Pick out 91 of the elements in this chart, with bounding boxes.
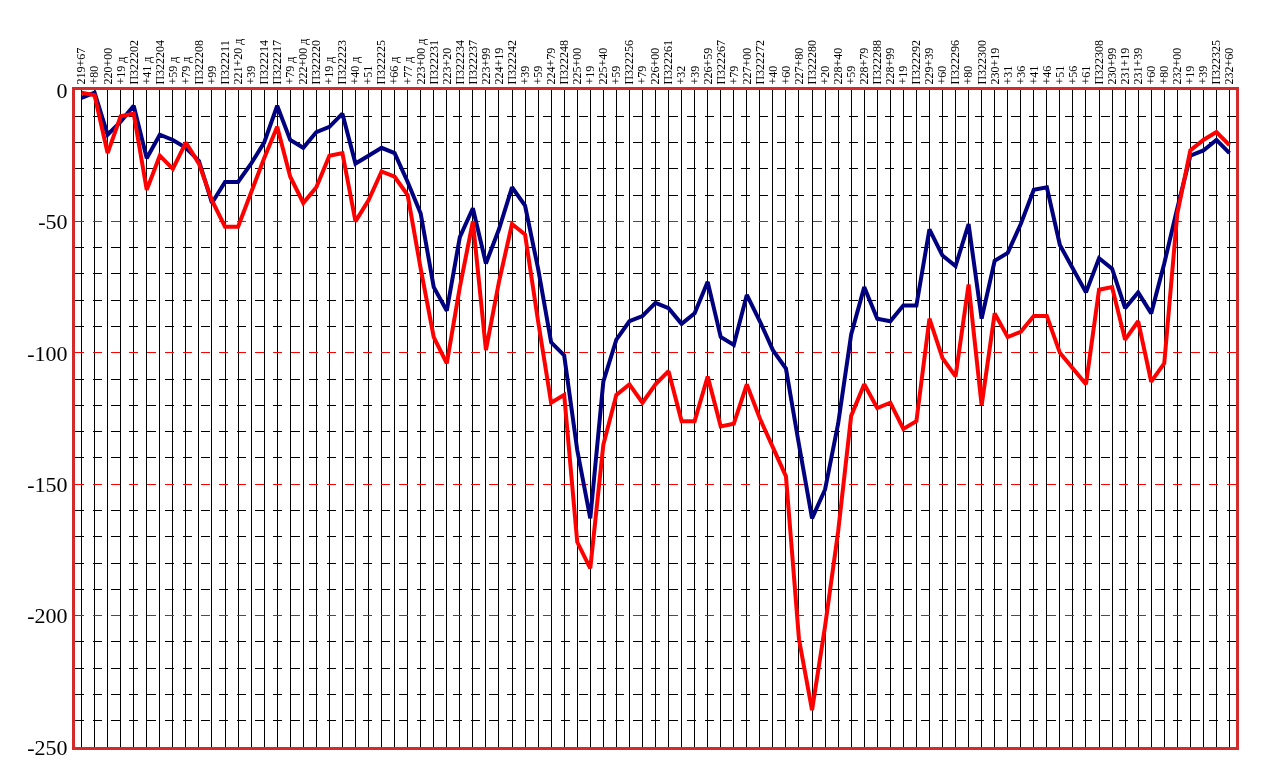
x-tick-label: П322234 [452,39,467,85]
x-tick-label: +80 [1157,65,1172,85]
x-tick-label: +80 [87,65,102,85]
x-tick-label: 219+67 [74,47,89,85]
x-tick-label: +39 [1196,65,1211,85]
x-tick-label: П322308 [1091,39,1106,85]
x-tick-label: +66 д [387,56,402,85]
x-tick-label: 223+20 [439,47,454,85]
x-tick-label: П322267 [713,39,728,85]
line-series [79,90,1232,521]
x-tick-label: П322325 [1209,39,1224,85]
x-tick-label: 227+00 [739,47,754,85]
x-tick-label: П322280 [804,39,819,85]
x-tick-label: +40 [765,65,780,85]
x-tick-label: +59 д [165,56,180,85]
x-tick-label: +39 [687,65,702,85]
x-tick-label: +99 [204,65,219,85]
x-tick-label: П322225 [374,39,389,85]
y-tick-label: -100 [27,340,68,366]
x-tick-label: 230+99 [1104,47,1119,85]
x-tick-label: +51 [361,65,376,85]
x-tick-label: 223+99 [478,47,493,85]
x-tick-label: +19 [1183,65,1198,85]
line-series [79,90,1232,713]
x-tick-label: 226+59 [700,47,715,85]
y-tick-label: -250 [27,734,68,760]
x-tick-label: +77 д [400,56,415,85]
x-tick-label: П322248 [557,39,572,85]
x-tick-label: +39 [244,65,259,85]
x-tick-label: 231+19 [1118,47,1133,85]
x-tick-label: +56 [1065,65,1080,85]
x-tick-label: 227+80 [791,47,806,85]
y-tick-label: -50 [38,209,68,235]
y-tick-label: -150 [27,471,68,497]
x-tick-label: П322217 [270,39,285,85]
x-tick-label: +19 [583,65,598,85]
y-tick-label: -200 [27,603,68,629]
x-tick-label: 232+60 [1222,47,1237,85]
x-tick-label: 228+40 [831,47,846,85]
x-tick-label: П322237 [465,39,480,85]
x-tick-label: +41 [1026,65,1041,85]
x-tick-label: +60 [778,65,793,85]
x-tick-label: П322220 [309,39,324,85]
x-tick-label: 232+00 [1170,47,1185,85]
x-tick-label: +31 [1000,65,1015,85]
x-tick-label: П322256 [622,39,637,85]
x-tick-label: 221+20 д [230,38,245,85]
x-tick-label: П322242 [504,39,519,85]
x-tick-label: +19 [896,65,911,85]
y-tick-label: 0 [56,77,68,103]
x-tick-label: +60 [1144,65,1159,85]
x-tick-label: П322272 [752,39,767,85]
x-tick-label: 222+00 д [296,38,311,85]
x-tick-label: П322211 [217,40,232,85]
x-tick-label: +59 [531,65,545,85]
x-tick-label: П322296 [948,39,963,85]
x-tick-label: +32 [674,65,689,85]
x-tick-label: +51 [1052,65,1067,85]
x-tick-label: +46 [1039,65,1054,85]
x-tick-label: +59 [844,65,859,85]
x-tick-label: +41 д [139,56,154,85]
x-tick-label: +80 [961,65,976,85]
x-tick-label: +19 д [322,56,337,85]
x-tick-label: П322261 [661,39,676,85]
x-tick-label: +61 [1078,65,1093,85]
x-tick-label: П322300 [974,39,989,85]
x-tick-label: +79 д [283,56,298,85]
x-tick-label: 229+39 [922,47,937,85]
x-tick-label: П322292 [909,39,924,85]
x-tick-label: 224+19 [491,47,506,85]
x-tick-label: +19 д [113,56,128,85]
x-tick-label: П322223 [335,39,350,85]
x-tick-label: 228+99 [883,47,898,85]
x-tick-label: 231+39 [1131,47,1146,85]
x-tick-label: +59 [609,65,624,85]
x-tick-label: +60 [935,65,950,85]
x-tick-label: +36 [1013,65,1028,85]
x-tick-label: +40 д [348,56,363,85]
x-tick-label: +79 [726,65,741,85]
x-tick-label: 230+19 [987,47,1002,85]
x-tick-label: +39 [517,65,532,85]
x-tick-label: П322288 [870,39,885,85]
x-tick-label: П322214 [257,39,272,85]
x-tick-label: 225+40 [596,47,611,85]
x-tick-label: 228+79 [857,47,872,85]
x-tick-label: 226+00 [648,47,663,85]
x-tick-label: 224+79 [544,47,559,85]
x-tick-label: +20 [817,65,832,85]
x-tick-label: 220+00 [100,47,115,85]
x-tick-label: +79 [635,65,650,85]
x-tick-label: 225+00 [570,47,585,85]
